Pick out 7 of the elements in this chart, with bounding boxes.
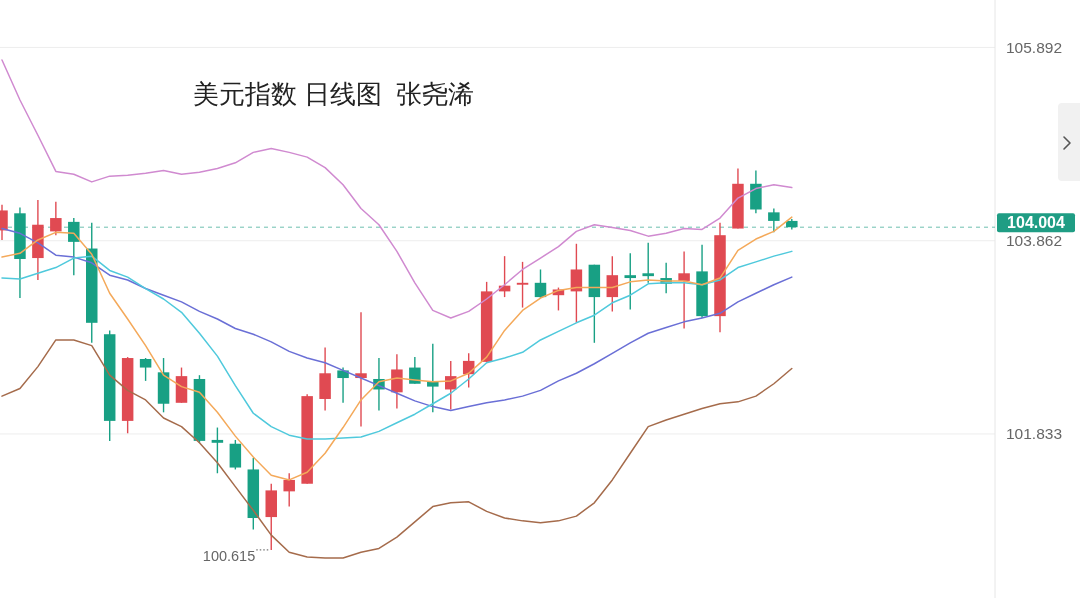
ref-line-label: 104.004 [1007, 214, 1066, 232]
annotation: 100.615 [202, 547, 256, 564]
title: 美元指数 日线图 张尧浠 [193, 80, 475, 108]
y-tick-label: 103.862 [1006, 232, 1063, 250]
annotation: 100.615 [202, 547, 269, 564]
y-tick-label: 101.833 [1006, 425, 1063, 443]
y-tick-label: 105.892 [1006, 38, 1063, 56]
